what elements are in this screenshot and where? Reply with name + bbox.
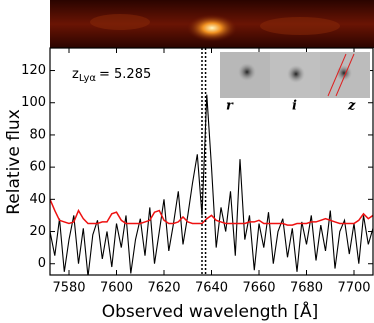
x-axis-label: Observed wavelength [Å] bbox=[102, 300, 319, 322]
y-tick-label: 60 bbox=[29, 160, 46, 175]
annotation: zLyα = 5.285 bbox=[72, 67, 151, 85]
annotation-symbol: z bbox=[72, 67, 79, 82]
plot-frame bbox=[49, 47, 374, 276]
series-line bbox=[50, 94, 373, 275]
y-tick-label: 100 bbox=[21, 95, 46, 110]
x-tick-label: 7700 bbox=[337, 281, 370, 296]
annotation-text: = 5.285 bbox=[99, 67, 151, 82]
plot bbox=[50, 48, 373, 275]
x-tick-label: 7660 bbox=[242, 281, 275, 296]
y-tick-label: 80 bbox=[29, 127, 46, 142]
y-axis-label: Relative flux bbox=[4, 109, 24, 215]
inset-label: i bbox=[292, 99, 297, 114]
x-tick-label: 7640 bbox=[195, 281, 228, 296]
annotation-subscript: Lyα bbox=[79, 73, 97, 84]
x-tick-label: 7680 bbox=[290, 281, 323, 296]
x-tick-label: 7600 bbox=[100, 281, 133, 296]
y-tick-label: 120 bbox=[21, 63, 46, 78]
x-tick-label: 7620 bbox=[147, 281, 180, 296]
y-tick-label: 0 bbox=[38, 256, 46, 271]
spectrum-2d bbox=[50, 0, 374, 48]
y-tick-label: 20 bbox=[29, 224, 46, 239]
inset-label: r bbox=[226, 99, 234, 114]
y-tick-label: 40 bbox=[29, 192, 46, 207]
x-tick-label: 7580 bbox=[52, 281, 85, 296]
inset-label: z bbox=[347, 99, 356, 114]
insets: r i z bbox=[220, 52, 370, 114]
series-line bbox=[50, 199, 373, 226]
